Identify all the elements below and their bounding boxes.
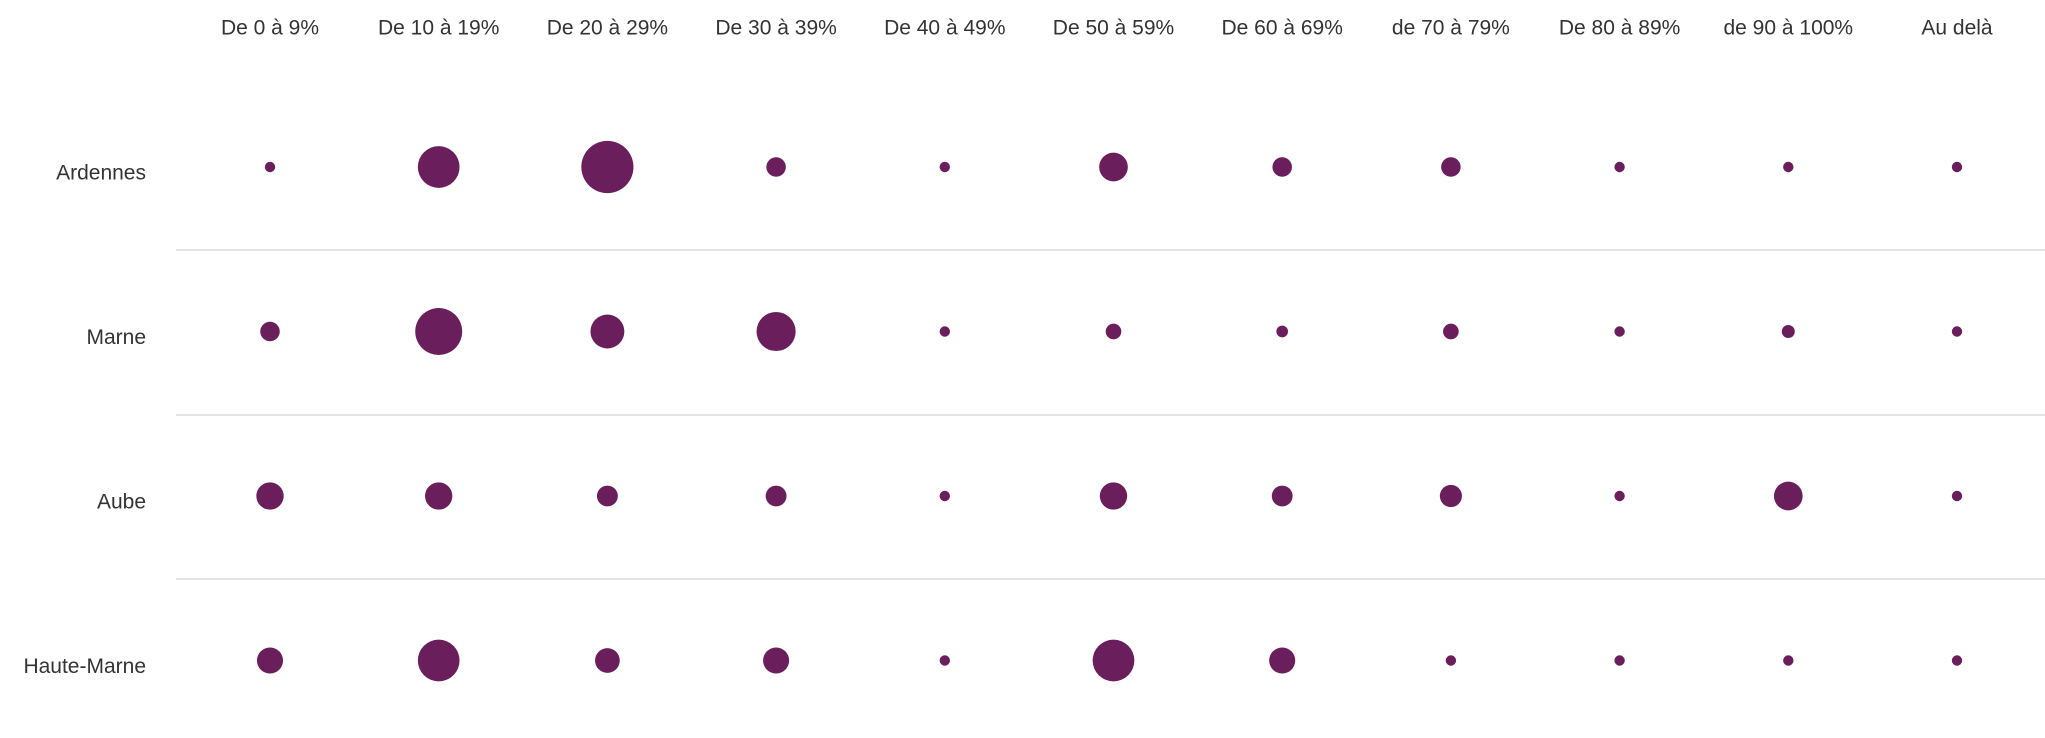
bubble (256, 647, 284, 674)
bubble (1105, 323, 1122, 340)
column-label: De 80 à 89% (1559, 17, 1680, 40)
bubble (1271, 485, 1293, 507)
bubble (264, 161, 276, 173)
bubble (1269, 647, 1296, 674)
bubble (1614, 326, 1625, 337)
bubble (417, 639, 460, 682)
bubble (766, 157, 786, 177)
bubble (765, 485, 787, 507)
bubble (260, 321, 280, 342)
row-label: Aube (97, 491, 146, 514)
bubble (1781, 324, 1795, 339)
column-label: De 0 à 9% (221, 17, 319, 40)
bubble (1951, 161, 1963, 173)
column-label: De 10 à 19% (378, 17, 499, 40)
bubble (1783, 655, 1794, 666)
bubble (425, 482, 453, 510)
column-label: De 50 à 59% (1053, 17, 1174, 40)
bubble (596, 485, 618, 507)
bubble (256, 482, 284, 510)
bubble (417, 146, 460, 188)
bubble (1614, 655, 1625, 666)
bubble (756, 311, 796, 352)
column-label: De 20 à 29% (547, 17, 668, 40)
bubble (939, 655, 950, 666)
bubble (939, 326, 950, 337)
bubble (1099, 152, 1128, 182)
bubble (1614, 161, 1625, 173)
bubble (1092, 639, 1135, 682)
bubble (1445, 655, 1457, 666)
bubble (1441, 157, 1461, 177)
bubble (939, 490, 950, 502)
bubble (590, 314, 625, 349)
bubble (939, 161, 950, 173)
bubble (1272, 157, 1292, 177)
column-label: De 30 à 39% (715, 17, 836, 40)
column-label: Au delà (1921, 17, 1993, 40)
bubble (1099, 482, 1128, 510)
bubble (1773, 481, 1803, 511)
bubble (1783, 161, 1794, 173)
row-label: Haute-Marne (23, 655, 146, 678)
bubble (415, 308, 463, 355)
bubble (763, 647, 790, 674)
column-label: de 90 à 100% (1723, 17, 1853, 40)
column-label: de 70 à 79% (1392, 17, 1510, 40)
bubble (1951, 490, 1963, 502)
bubble (1276, 325, 1289, 338)
bubble (1443, 323, 1459, 340)
row-label: Marne (86, 326, 146, 349)
bubble (1951, 326, 1963, 337)
column-label: De 40 à 49% (884, 17, 1005, 40)
bubble (1439, 484, 1462, 508)
bubble (595, 648, 620, 673)
bubble (1614, 490, 1625, 502)
bubble (581, 140, 634, 194)
column-label: De 60 à 69% (1221, 17, 1342, 40)
bubble (1951, 655, 1963, 666)
row-label: Ardennes (56, 162, 146, 185)
